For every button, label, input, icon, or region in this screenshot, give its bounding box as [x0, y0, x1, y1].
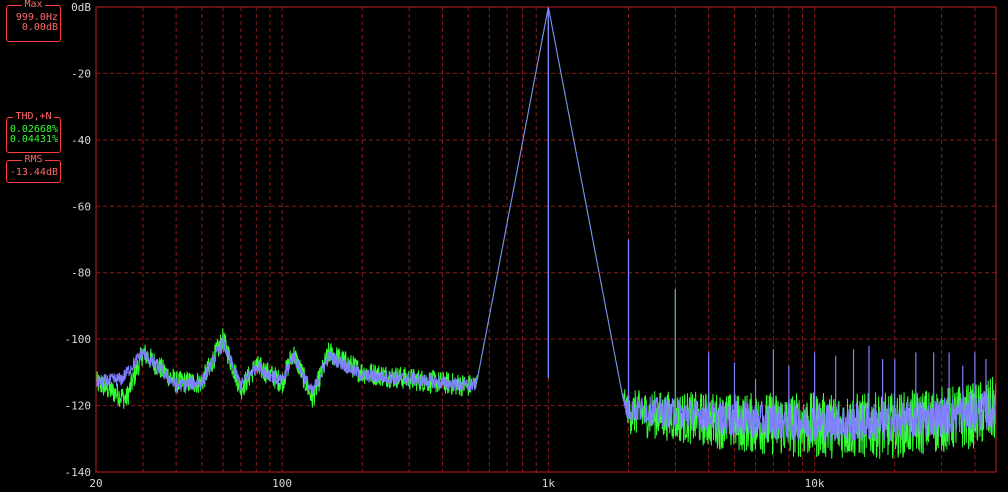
y-tick-label: -80 — [71, 267, 91, 280]
x-tick-label: 1k — [542, 477, 556, 490]
thd-readout-title: THD,+N — [13, 111, 54, 122]
y-tick-label: -20 — [71, 67, 91, 80]
thd-channel-1-value: 0.02668% — [9, 124, 58, 135]
x-tick-label: 100 — [272, 477, 292, 490]
y-tick-label: -120 — [65, 400, 92, 413]
y-tick-label: -40 — [71, 134, 91, 147]
x-axis-ticks: 20 100 1k 10k — [89, 477, 825, 490]
rms-value: -13.44dB — [9, 167, 58, 178]
y-tick-label: -140 — [65, 466, 92, 479]
x-tick-label: 10k — [805, 477, 825, 490]
plot-background — [96, 7, 996, 472]
plot-area — [95, 5, 997, 459]
thd-readout: THD,+N 0.02668% 0.04431% — [6, 111, 61, 153]
x-tick-label: 20 — [89, 477, 102, 490]
rms-readout-title: RMS — [22, 154, 45, 165]
y-tick-label: -100 — [65, 333, 92, 346]
max-frequency-value: 999.0Hz — [15, 12, 58, 23]
series-blue — [95, 5, 997, 443]
max-readout-title: Max — [22, 0, 45, 10]
series-trace — [95, 5, 997, 443]
y-tick-label: -60 — [71, 200, 91, 213]
thd-channel-2-value: 0.04431% — [9, 134, 58, 145]
max-readout: Max 999.0Hz 0.00dB — [6, 0, 61, 42]
y-tick-label: 0dB — [71, 1, 91, 14]
y-axis-ticks: 0dB -20 -40 -60 -80 -100 -120 -140 — [65, 1, 92, 479]
plot-frame — [95, 6, 997, 473]
rms-readout: RMS -13.44dB — [6, 154, 61, 183]
max-level-value: 0.00dB — [21, 22, 58, 33]
